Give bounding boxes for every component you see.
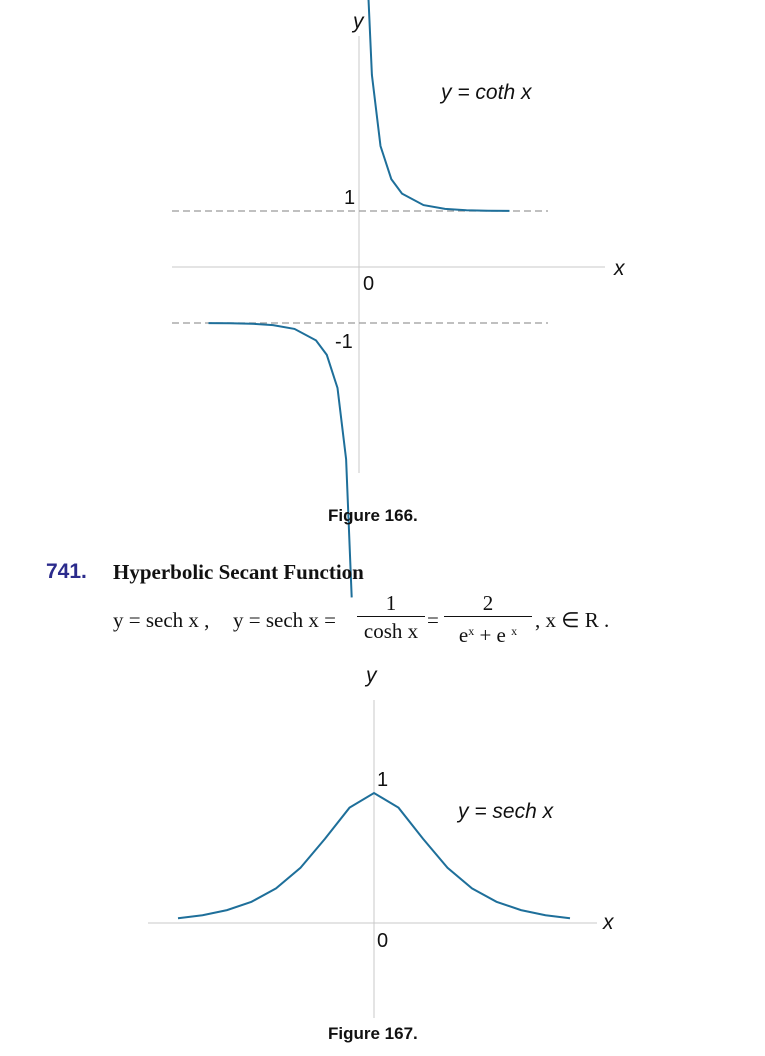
- formula-part-2: y = sech x =: [233, 608, 337, 632]
- x-axis-label: x: [602, 911, 615, 934]
- formula-part-1: y = sech x ,: [113, 608, 210, 632]
- sech-curve: [177, 791, 571, 920]
- fraction-2-over-exp-sum: 2 ex + e x: [444, 590, 532, 647]
- coth-curve-positive-branch: [367, 0, 510, 212]
- fraction-2-numerator: 2: [482, 591, 494, 615]
- x-axis-label: x: [613, 257, 626, 280]
- tick-label-0: 0: [377, 930, 388, 952]
- figure-167-caption: Figure 167.: [328, 1024, 418, 1043]
- tick-label-1: 1: [377, 769, 388, 791]
- fraction-1-denominator: cosh x: [363, 619, 419, 643]
- fraction-1-over-cosh: 1 cosh x: [357, 590, 425, 643]
- tick-label-minus-1: -1: [335, 331, 353, 353]
- figure-167-plot: y x y = sech x 1 0: [148, 664, 615, 1018]
- section-title: Hyperbolic Secant Function: [113, 560, 364, 584]
- tick-label-0: 0: [363, 273, 374, 295]
- y-axis-label: y: [351, 10, 365, 33]
- sech-equation-label: y = sech x: [456, 800, 555, 823]
- formula-domain: , x ∈ R .: [535, 608, 610, 632]
- tick-label-1: 1: [344, 187, 355, 209]
- section-number: 741.: [46, 560, 87, 583]
- coth-equation-label: y = coth x: [439, 81, 533, 104]
- fraction-1-numerator: 1: [385, 591, 397, 615]
- formula-equals: =: [427, 608, 439, 632]
- coth-curve-negative-branch: [208, 322, 353, 598]
- figure-166-plot: y x y = coth x 1 0 -1: [172, 0, 626, 598]
- fraction-2-denominator: ex + e x: [458, 623, 518, 647]
- figure-166-caption: Figure 166.: [328, 506, 418, 525]
- y-axis-label: y: [364, 664, 378, 687]
